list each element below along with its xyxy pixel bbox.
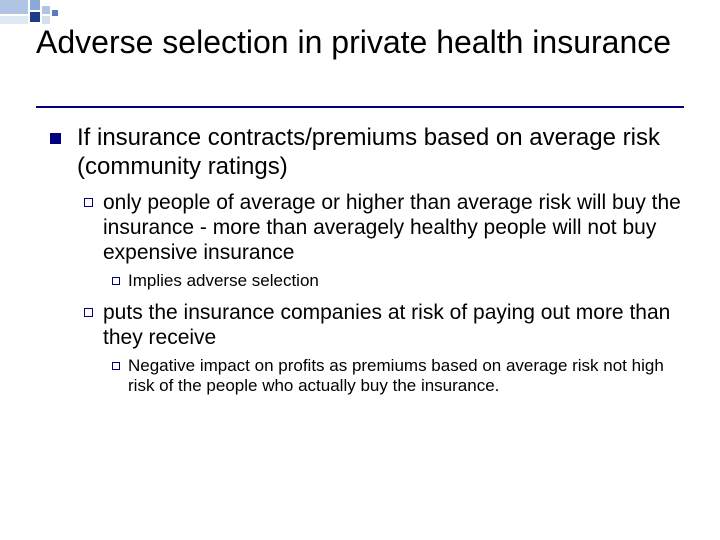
- slide: Adverse selection in private health insu…: [0, 0, 720, 540]
- bullet-text: puts the insurance companies at risk of …: [103, 300, 684, 350]
- bullet-level3: Implies adverse selection: [112, 271, 684, 291]
- bullet-text: Negative impact on profits as premiums b…: [128, 356, 684, 397]
- slide-body: If insurance contracts/premiums based on…: [50, 124, 684, 399]
- bullet-text: only people of average or higher than av…: [103, 190, 684, 266]
- bullet-level3: Negative impact on profits as premiums b…: [112, 356, 684, 397]
- hollow-square-bullet-icon: [112, 277, 120, 285]
- title-underline: [36, 106, 684, 108]
- slide-title: Adverse selection in private health insu…: [36, 24, 684, 61]
- bullet-level1: If insurance contracts/premiums based on…: [50, 124, 684, 182]
- bullet-text: Implies adverse selection: [128, 271, 319, 291]
- hollow-square-bullet-icon: [112, 362, 120, 370]
- hollow-square-bullet-icon: [84, 308, 93, 317]
- bullet-text: If insurance contracts/premiums based on…: [77, 124, 684, 182]
- bullet-level2: only people of average or higher than av…: [84, 190, 684, 266]
- square-bullet-icon: [50, 133, 61, 144]
- hollow-square-bullet-icon: [84, 198, 93, 207]
- bullet-level2: puts the insurance companies at risk of …: [84, 300, 684, 350]
